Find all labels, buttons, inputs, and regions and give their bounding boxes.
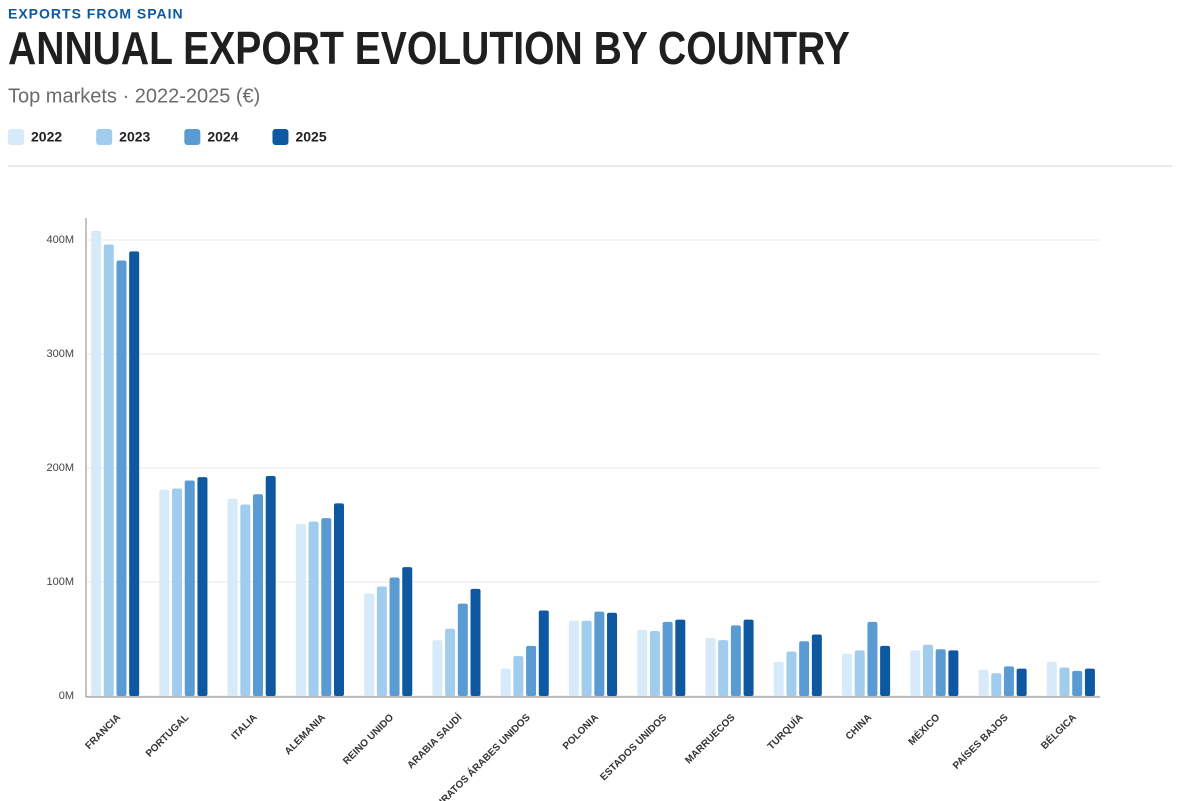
bar [935, 649, 946, 696]
legend-label: 2025 [295, 129, 326, 145]
bar [321, 518, 332, 696]
bar [811, 634, 822, 696]
x-tick-label: TURQUÍA [764, 711, 805, 752]
legend-label: 2024 [207, 129, 238, 145]
bar [773, 661, 784, 696]
bar [842, 653, 853, 696]
bar [159, 489, 170, 696]
bar [184, 480, 195, 696]
bar [1072, 670, 1083, 696]
legend-label: 2022 [31, 129, 62, 145]
y-tick-label: 100M [46, 576, 74, 588]
bar [513, 656, 524, 696]
bar [1059, 667, 1070, 696]
bar [91, 230, 102, 696]
bar [1084, 668, 1095, 696]
bar [389, 577, 400, 696]
bar [1046, 661, 1057, 696]
bar [799, 641, 810, 696]
chart-subtitle: Top markets · 2022-2025 (€) [8, 85, 260, 107]
x-tick-label: MÉXICO [905, 711, 942, 748]
y-tick-label: 200M [46, 462, 74, 474]
bar [265, 475, 276, 696]
bar [910, 650, 921, 696]
x-tick-label: ALEMANIA [283, 712, 328, 757]
bar [129, 251, 140, 696]
bar [637, 629, 648, 696]
bar [922, 644, 933, 696]
bar [718, 640, 729, 696]
bar [308, 521, 319, 696]
bar [607, 612, 618, 696]
bar [376, 586, 387, 696]
bar [402, 567, 413, 696]
bar [649, 631, 660, 696]
bar [197, 477, 208, 696]
bar [172, 488, 183, 696]
x-tick-label: FRANCIA [84, 712, 124, 752]
bar [705, 637, 716, 696]
x-tick-label: BÉLGICA [1038, 711, 1079, 752]
bar [675, 619, 686, 696]
legend-label: 2023 [119, 129, 150, 145]
x-tick-label: MARRUECOS [683, 712, 737, 766]
x-tick-label: POLONIA [561, 712, 601, 752]
x-tick-label: PORTUGAL [144, 712, 191, 759]
bar [500, 668, 511, 696]
bar [867, 621, 878, 696]
bar [730, 625, 741, 696]
bar [538, 610, 549, 696]
legend-swatch [184, 129, 201, 145]
x-tick-label: CHINA [844, 712, 874, 742]
x-tick-label: PAÍSES BAJOS [950, 711, 1011, 772]
bar [457, 603, 468, 696]
x-tick-label: ITALIA [230, 712, 260, 742]
bar [854, 650, 865, 696]
kicker: EXPORTS FROM SPAIN [8, 6, 184, 22]
y-tick-label: 400M [46, 234, 74, 246]
chart-title: ANNUAL EXPORT EVOLUTION BY COUNTRY [8, 23, 850, 75]
bar [333, 503, 344, 696]
x-tick-label: ESTADOS UNIDOS [598, 712, 669, 783]
bar [743, 619, 754, 696]
bar [568, 620, 579, 696]
bar [227, 498, 238, 696]
bar [978, 669, 989, 696]
bar [1003, 666, 1014, 696]
x-tick-label: EMIRATOS ÁRABES UNIDOS [426, 711, 533, 801]
bar [295, 523, 306, 696]
bar [526, 645, 537, 696]
bar [1016, 668, 1027, 696]
bar [470, 588, 481, 696]
bar [581, 620, 592, 696]
bar [880, 645, 891, 696]
bar [662, 621, 673, 696]
legend-swatch [272, 129, 289, 145]
bar [240, 504, 251, 696]
bar [594, 611, 605, 696]
y-tick-label: 300M [46, 348, 74, 360]
x-tick-label: REINO UNIDO [341, 712, 396, 767]
bar [116, 260, 127, 696]
legend-swatch [96, 129, 113, 145]
bar [991, 673, 1002, 696]
legend-swatch [8, 129, 24, 145]
bar [364, 593, 375, 696]
bar [432, 640, 443, 696]
y-tick-label: 0M [59, 690, 74, 702]
bar [445, 628, 456, 696]
bar [948, 650, 959, 696]
bar [103, 244, 114, 696]
bar [786, 651, 797, 696]
bar [253, 494, 264, 696]
x-tick-label: ARABIA SAUDÍ [404, 711, 465, 772]
